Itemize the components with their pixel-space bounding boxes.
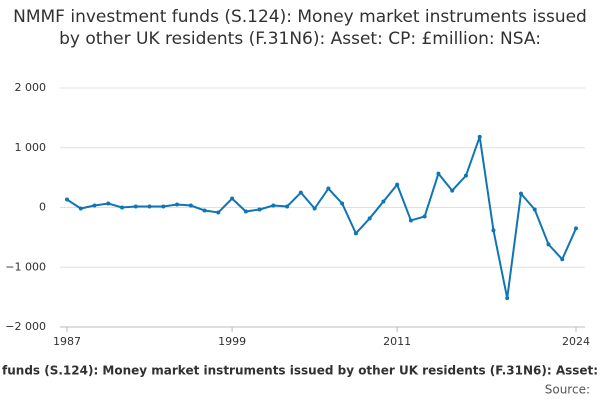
y-tick-label: −1 000 bbox=[5, 260, 46, 273]
data-point bbox=[188, 203, 193, 208]
data-point bbox=[230, 196, 235, 201]
y-tick-label: 2 000 bbox=[15, 81, 47, 94]
data-point bbox=[65, 197, 69, 202]
data-point bbox=[422, 214, 427, 219]
data-point bbox=[367, 216, 372, 221]
data-point bbox=[436, 171, 441, 176]
x-tick-label: 2024 bbox=[562, 335, 590, 348]
x-axis-label: NMMF investment funds (S.124): Money mar… bbox=[0, 364, 600, 378]
data-point bbox=[120, 205, 125, 210]
data-point bbox=[257, 207, 262, 212]
data-point bbox=[216, 210, 221, 215]
data-point bbox=[450, 188, 455, 193]
data-point bbox=[532, 207, 537, 212]
data-point bbox=[574, 226, 578, 231]
data-point bbox=[518, 191, 523, 196]
data-point bbox=[463, 173, 468, 178]
data-point bbox=[161, 204, 166, 209]
data-point bbox=[202, 208, 207, 213]
source: Source: bbox=[545, 383, 590, 397]
data-point bbox=[408, 218, 413, 223]
data-point bbox=[175, 202, 180, 207]
data-point bbox=[546, 242, 551, 247]
y-tick-label: 0 bbox=[39, 201, 46, 214]
data-point bbox=[147, 204, 152, 209]
data-point bbox=[353, 231, 358, 236]
y-tick-label: −2 000 bbox=[5, 320, 46, 333]
data-point bbox=[133, 204, 138, 209]
data-point bbox=[243, 209, 248, 214]
data-point bbox=[395, 182, 400, 187]
data-point bbox=[326, 186, 331, 191]
x-tick-label: 1987 bbox=[53, 335, 81, 348]
data-point bbox=[92, 203, 97, 208]
data-point bbox=[285, 204, 290, 209]
data-point bbox=[381, 199, 386, 204]
data-point bbox=[560, 257, 565, 262]
x-tick-label: 1999 bbox=[218, 335, 246, 348]
chart-title: NMMF investment funds (S.124): Money mar… bbox=[13, 7, 587, 49]
data-point bbox=[340, 201, 345, 206]
y-tick-label: 1 000 bbox=[15, 141, 47, 154]
data-point bbox=[106, 201, 111, 206]
data-point bbox=[477, 134, 482, 139]
data-point bbox=[491, 228, 496, 233]
data-point bbox=[271, 203, 276, 208]
x-tick-label: 2011 bbox=[383, 335, 411, 348]
series-line bbox=[66, 136, 577, 299]
data-point bbox=[312, 206, 317, 211]
data-point bbox=[298, 190, 303, 195]
data-point bbox=[505, 296, 510, 301]
data-point bbox=[78, 206, 83, 211]
